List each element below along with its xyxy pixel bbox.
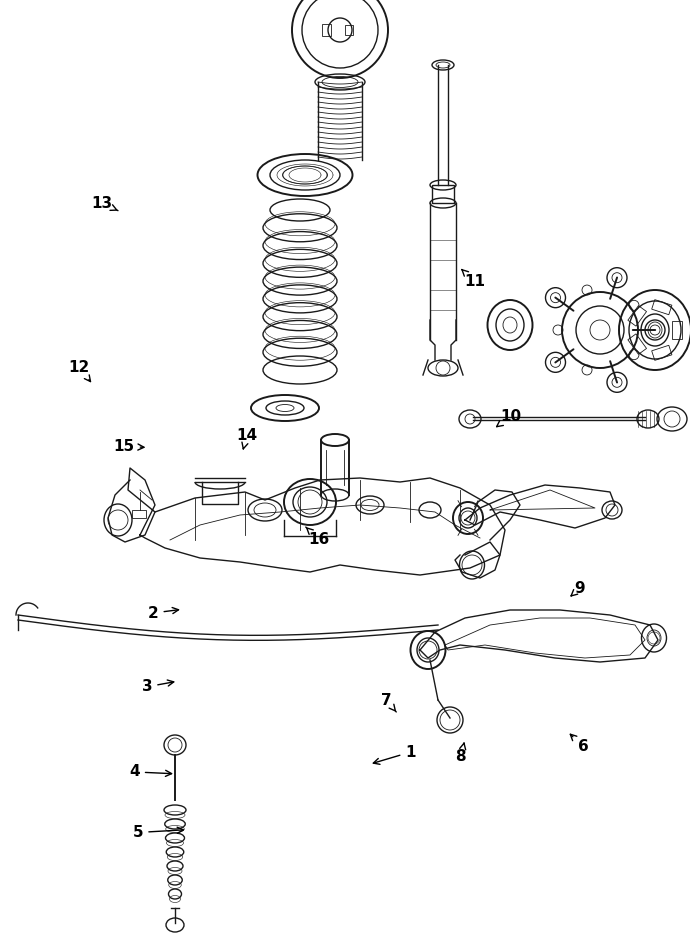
Text: 2: 2: [148, 605, 179, 621]
Text: 8: 8: [455, 743, 466, 764]
Text: 12: 12: [69, 359, 90, 381]
Bar: [132, 510, 146, 518]
Text: 7: 7: [381, 692, 396, 712]
Bar: [651, 345, 672, 360]
Text: 5: 5: [132, 825, 184, 840]
Text: 6: 6: [571, 734, 589, 754]
Text: 1: 1: [373, 745, 416, 764]
Text: 3: 3: [141, 679, 174, 694]
Bar: [651, 300, 672, 315]
Bar: [628, 306, 647, 326]
Bar: [322, 24, 331, 36]
Bar: [672, 321, 682, 339]
Text: 14: 14: [237, 428, 257, 449]
Bar: [345, 25, 353, 35]
Text: 11: 11: [462, 270, 485, 289]
Bar: [628, 334, 647, 355]
Text: 9: 9: [571, 581, 585, 596]
Text: 15: 15: [114, 439, 144, 454]
Text: 13: 13: [92, 196, 118, 211]
Text: 4: 4: [129, 764, 172, 780]
Text: 16: 16: [306, 527, 329, 547]
Text: 10: 10: [497, 409, 521, 427]
Bar: [432, 185, 454, 203]
